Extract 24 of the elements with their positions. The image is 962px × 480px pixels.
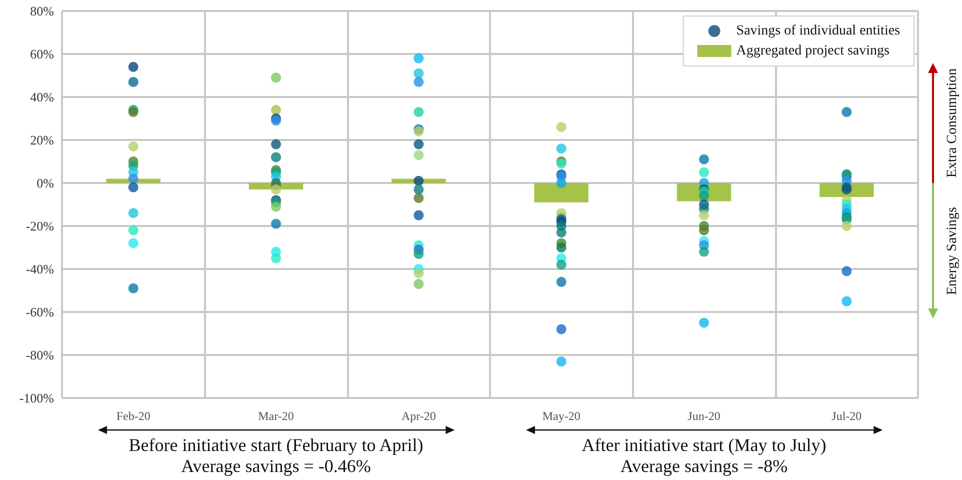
x-tick-label: Jun-20 (688, 409, 720, 423)
text: Average savings = -0.46% (181, 456, 371, 476)
x-tick-label: May-20 (542, 409, 580, 423)
text: Energy Savings (945, 206, 960, 295)
legend-label: Savings of individual entities (736, 24, 900, 38)
x-tick-label: Mar-20 (258, 409, 294, 423)
y-tick-label: -80% (26, 348, 54, 362)
y-tick-label: -100% (19, 390, 54, 406)
text: Extra Consumption (945, 68, 960, 178)
x-tick-label: Apr-20 (401, 409, 436, 423)
x-tick-label: Feb-20 (116, 409, 150, 423)
y-tick-label: 0% (36, 176, 54, 190)
x-tick-label: Jul-20 (832, 409, 862, 423)
legend-label: Aggregated project savings (736, 44, 890, 58)
y-tick-label: -40% (26, 262, 54, 276)
y-tick-label: 60% (30, 46, 54, 62)
text: Before initiative start (February to April) (128, 435, 424, 455)
y-tick-label: 20% (30, 132, 54, 148)
y-tick-label: 80% (30, 4, 54, 18)
y-tick-label: -20% (26, 218, 54, 234)
text: After initiative start (May to July) (582, 435, 826, 455)
y-tick-label: 40% (30, 90, 54, 104)
y-tick-label: -60% (26, 304, 54, 320)
text: Average savings = -8% (620, 456, 788, 476)
